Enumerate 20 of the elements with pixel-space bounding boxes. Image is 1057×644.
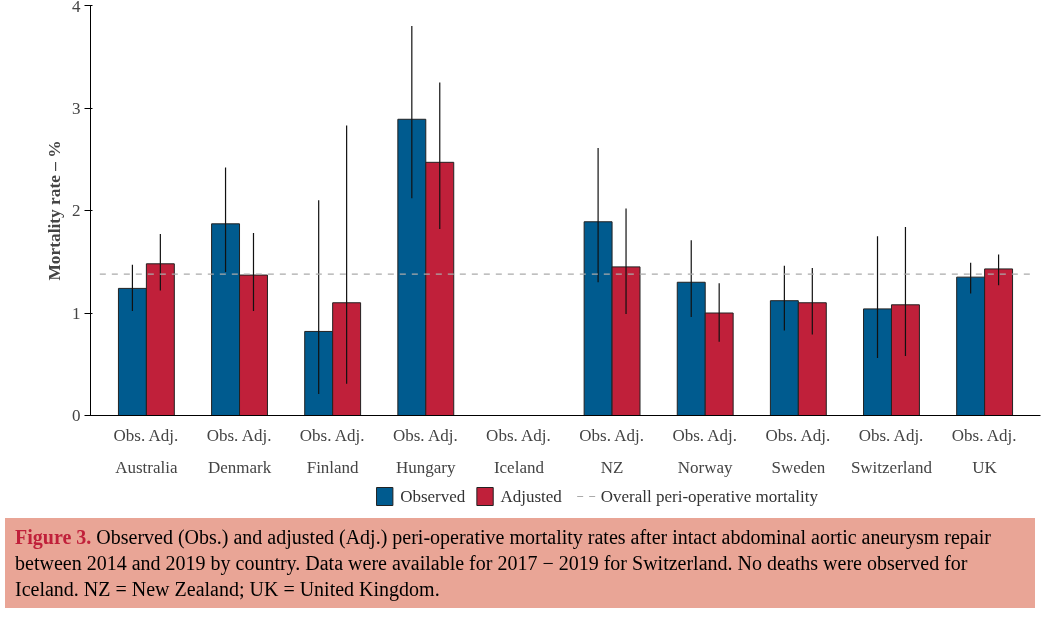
y-tick-label: 3 — [72, 98, 81, 118]
category-label: Obs. Adj. Denmark — [206, 425, 272, 477]
y-tick-label: 1 — [72, 303, 81, 323]
legend-label: Observed — [400, 487, 466, 506]
legend-label: Overall peri-operative mortality — [600, 487, 819, 506]
caption: Figure 3. — [15, 526, 92, 548]
category-label: Obs. Adj. NZ — [579, 425, 644, 477]
category-label: Obs. Adj. Sweden — [765, 425, 831, 477]
legend-label: Adjusted — [500, 487, 563, 506]
y-tick-label: 2 — [72, 201, 81, 220]
y-tick-label: 0 — [72, 406, 81, 425]
category-label: Obs. Adj. UK — [951, 425, 1017, 477]
category-label: Obs. Adj. Norway — [672, 425, 738, 477]
category-label: Obs. Adj. Iceland — [486, 425, 551, 477]
category-label: Obs. Adj. Finland — [299, 425, 365, 477]
y-axis-title: Mortality rate – % — [45, 140, 64, 281]
category-label: Obs. Adj. Australia — [113, 425, 179, 477]
y-tick-label: 4 — [72, 0, 81, 16]
category-label: Obs. Adj. Switzerland — [850, 425, 933, 477]
category-label: Obs. Adj. Hungary — [392, 425, 458, 477]
